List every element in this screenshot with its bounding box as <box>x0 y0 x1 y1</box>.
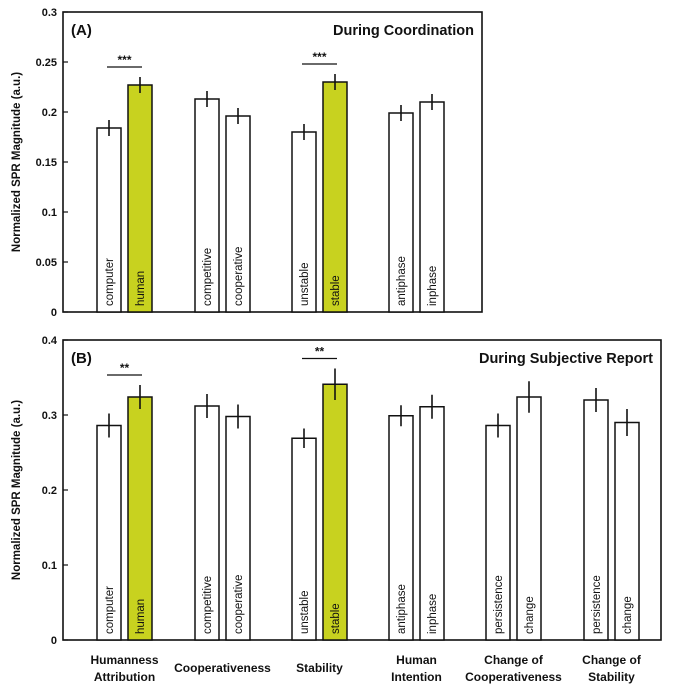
bar-computer <box>96 127 122 313</box>
bar-competitive <box>194 98 220 313</box>
panel-b-ytick-label: 0.4 <box>42 335 58 347</box>
bar-cooperative <box>225 415 251 641</box>
panel-b-letter: (B) <box>71 350 92 367</box>
panel-b-ytick-label: 0 <box>51 635 57 647</box>
bar-label-inphase: inphase <box>427 594 439 634</box>
bar-label-change: change <box>524 596 536 634</box>
group-label: Cooperativeness <box>465 670 562 684</box>
panel-a-letter: (A) <box>71 22 92 39</box>
bar-antiphase <box>388 415 414 641</box>
group-label: Human <box>396 653 437 667</box>
bar-antiphase <box>388 112 414 313</box>
bar-persistence <box>583 399 609 641</box>
panel-a-ytick-label: 0.05 <box>36 257 57 269</box>
panel-a-ytick-label: 0.15 <box>36 157 57 169</box>
panel-b-ylabel: Normalized SPR Magnitude (a.u.) <box>11 400 23 580</box>
bar-label-stable: stable <box>330 275 342 306</box>
significance-stars: *** <box>312 50 326 64</box>
significance-stars: ** <box>315 345 325 359</box>
group-label: Humanness <box>90 653 158 667</box>
bar-label-inphase: inphase <box>427 266 439 306</box>
bar-label-antiphase: antiphase <box>396 256 408 306</box>
panel-a-title: During Coordination <box>333 23 474 39</box>
bar-label-human: human <box>135 599 147 634</box>
bar-label-change: change <box>622 596 634 634</box>
panel-a-ytick-label: 0.3 <box>42 7 57 19</box>
panel-b-ytick-label: 0.1 <box>42 560 57 572</box>
significance-stars: *** <box>117 53 131 67</box>
bar-stable <box>322 383 348 641</box>
panel-b-ytick-label: 0.2 <box>42 485 57 497</box>
bar-competitive <box>194 405 220 641</box>
bar-label-unstable: unstable <box>299 263 311 306</box>
bar-unstable <box>291 437 317 641</box>
group-label: Stability <box>296 661 343 675</box>
bar-label-unstable: unstable <box>299 591 311 634</box>
panel-a-ytick-label: 0.2 <box>42 107 57 119</box>
bar-inphase <box>419 101 445 313</box>
panel-a-ytick-label: 0.25 <box>36 57 57 69</box>
panel-a-ylabel: Normalized SPR Magnitude (a.u.) <box>11 72 23 252</box>
group-label: Cooperativeness <box>174 661 271 675</box>
bar-label-human: human <box>135 271 147 306</box>
bar-label-competitive: competitive <box>202 248 214 306</box>
bar-cooperative <box>225 115 251 313</box>
significance-stars: ** <box>120 361 130 375</box>
group-label: Attribution <box>94 670 155 684</box>
bar-label-stable: stable <box>330 603 342 634</box>
bar-label-cooperative: cooperative <box>233 247 245 306</box>
bar-label-antiphase: antiphase <box>396 584 408 634</box>
group-label: Stability <box>588 670 635 684</box>
group-label: Change of <box>484 653 544 667</box>
bar-label-competitive: competitive <box>202 576 214 634</box>
bar-persistence <box>485 424 511 641</box>
bar-label-computer: computer <box>104 258 116 306</box>
bar-label-persistence: persistence <box>591 575 603 634</box>
group-label: Intention <box>391 670 442 684</box>
bar-unstable <box>291 131 317 313</box>
bar-label-persistence: persistence <box>493 575 505 634</box>
panel-b-title: During Subjective Report <box>479 351 653 367</box>
bar-label-cooperative: cooperative <box>233 575 245 634</box>
bar-human <box>127 396 153 641</box>
bar-label-computer: computer <box>104 586 116 634</box>
panel-a-ytick-label: 0.1 <box>42 207 57 219</box>
panel-b-ytick-label: 0.3 <box>42 410 57 422</box>
panel-a-ytick-label: 0 <box>51 307 57 319</box>
bar-stable <box>322 81 348 313</box>
group-label: Change of <box>582 653 642 667</box>
